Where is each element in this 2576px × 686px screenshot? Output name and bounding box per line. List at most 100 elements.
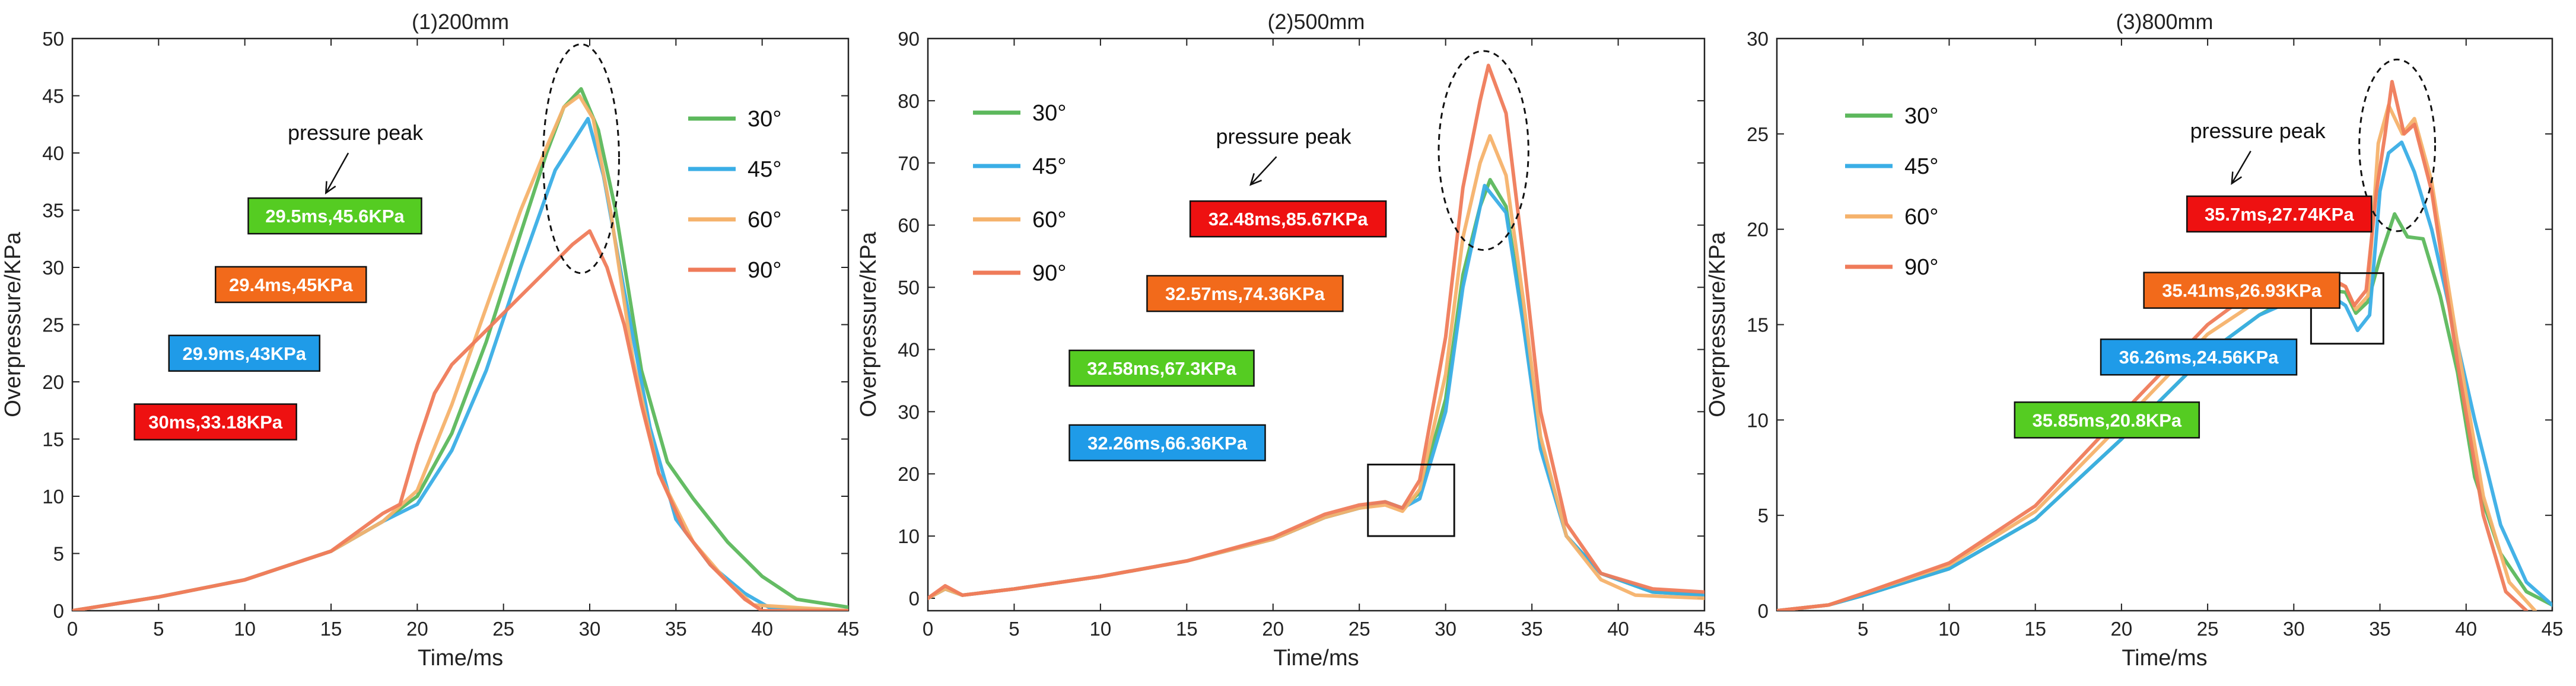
value-badge — [1189, 200, 1387, 238]
value-badge — [2100, 338, 2298, 376]
y-tick-label: 5 — [1758, 505, 1769, 527]
y-tick-label: 50 — [42, 28, 64, 50]
y-tick-label: 10 — [898, 525, 920, 547]
legend-label: 90° — [748, 258, 781, 283]
x-tick-label: 25 — [2197, 618, 2219, 640]
peak-ellipse — [542, 43, 620, 275]
series-line-90deg — [928, 63, 1704, 600]
x-tick-label: 35 — [1521, 618, 1543, 640]
x-tick-label: 15 — [1176, 618, 1198, 640]
y-tick-label: 90 — [898, 28, 920, 50]
axes-box — [1776, 37, 2553, 612]
x-tick-label: 30 — [2283, 618, 2305, 640]
value-badge — [133, 403, 297, 441]
value-badge — [1068, 424, 1266, 462]
y-tick-label: 20 — [898, 463, 920, 485]
annotation-arrow-head — [325, 181, 336, 195]
y-tick-label: 45 — [42, 85, 64, 107]
x-tick-label: 30 — [579, 618, 601, 640]
value-badge-label: 32.57ms,74.36KPa — [1165, 283, 1325, 304]
x-tick-label: 5 — [1009, 618, 1019, 640]
axes-box — [71, 37, 850, 612]
y-tick-label: 0 — [1758, 600, 1769, 622]
chart-panel-2: 0 5 10 15 20 25 30 35 40 45 0 10 20 30 40 50 60 70 80 90 (2)… — [856, 9, 1715, 671]
x-tick-label: 10 — [1938, 618, 1960, 640]
legend-label: 60° — [1904, 205, 1938, 229]
x-axis-label: Time/ms — [1273, 646, 1359, 671]
x-tick-label: 0 — [67, 618, 78, 640]
annotation-arrow-head — [2231, 171, 2243, 185]
x-tick-label: 40 — [1607, 618, 1629, 640]
y-tick-label: 10 — [1747, 409, 1769, 431]
annotation-label: pressure peak — [288, 120, 424, 145]
value-badge-label: 35.85ms,20.8KPa — [2032, 410, 2181, 430]
legend-label: 45° — [748, 157, 781, 182]
x-tick-label: 45 — [2542, 618, 2564, 640]
legend-label: 30° — [1904, 104, 1938, 129]
x-tick-label: 25 — [1349, 618, 1370, 640]
annotation-label: pressure peak — [1216, 124, 1352, 148]
y-tick-label: 50 — [898, 277, 920, 299]
y-tick-label: 20 — [42, 371, 64, 393]
y-axis-label: Overpressure/KPa — [856, 231, 881, 417]
value-badge-label: 29.5ms,45.6KPa — [265, 206, 405, 226]
x-tick-label: 40 — [2455, 618, 2477, 640]
y-axis-label: Overpressure/KPa — [1, 231, 26, 417]
legend-label: 30° — [1032, 101, 1066, 126]
y-tick-label: 30 — [898, 401, 920, 423]
y-tick-label: 10 — [42, 486, 64, 508]
peak-ellipse — [1438, 50, 1529, 251]
x-tick-label: 35 — [665, 618, 687, 640]
chart-panel-3: 5 10 15 20 25 30 35 40 45 0 5 10 15 20 25 30 (3)800mm Tim… — [1705, 9, 2563, 671]
x-tick-label: 30 — [1435, 618, 1456, 640]
y-tick-label: 60 — [898, 215, 920, 237]
zoom-box — [1367, 464, 1455, 537]
value-badge — [2186, 195, 2373, 233]
x-tick-label: 45 — [838, 618, 860, 640]
value-badge-label: 35.41ms,26.93KPa — [2162, 280, 2322, 301]
chart-title: (3)800mm — [2116, 9, 2213, 34]
value-badge-label: 36.26ms,24.56KPa — [2119, 347, 2279, 368]
value-badge-label: 30ms,33.18KPa — [148, 412, 283, 433]
x-axis-label: Time/ms — [418, 646, 503, 671]
chart-title: (1)200mm — [412, 9, 509, 34]
y-tick-label: 15 — [42, 429, 64, 451]
value-badge-label: 29.4ms,45KPa — [229, 275, 353, 295]
axes-box — [927, 37, 1706, 612]
x-tick-label: 5 — [153, 618, 164, 640]
y-tick-label: 35 — [42, 200, 64, 222]
x-tick-label: 15 — [320, 618, 342, 640]
x-tick-label: 15 — [2024, 618, 2046, 640]
value-badge — [215, 266, 367, 304]
y-tick-label: 0 — [909, 588, 920, 610]
x-tick-label: 40 — [751, 618, 773, 640]
x-axis-label: Time/ms — [2122, 646, 2207, 671]
chart-panel-1: 0 5 10 15 20 25 30 35 40 45 0 5 10 15 20 25 30 35 40 45 50 (1… — [1, 9, 859, 671]
series-line-90deg — [72, 229, 848, 611]
value-badge — [247, 197, 422, 235]
value-badge-label: 29.9ms,43KPa — [182, 343, 306, 364]
series-line-45deg — [928, 184, 1704, 600]
x-tick-label: 5 — [1858, 618, 1868, 640]
annotation-label: pressure peak — [2190, 119, 2326, 143]
chart-title: (2)500mm — [1267, 9, 1365, 34]
value-badge-label: 32.58ms,67.3KPa — [1087, 358, 1236, 379]
annotation-arrow — [1250, 156, 1277, 186]
x-tick-label: 20 — [1262, 618, 1284, 640]
y-tick-label: 25 — [1747, 123, 1769, 145]
y-tick-label: 15 — [1747, 314, 1769, 336]
x-tick-label: 45 — [1694, 618, 1716, 640]
legend-label: 60° — [1032, 208, 1066, 232]
legend-label: 45° — [1032, 154, 1066, 179]
y-tick-label: 5 — [53, 543, 64, 565]
annotation-arrow — [2231, 151, 2251, 184]
legend-label: 45° — [1904, 154, 1938, 179]
y-tick-label: 25 — [42, 314, 64, 336]
value-badge — [2143, 272, 2340, 309]
peak-ellipse — [2358, 58, 2436, 232]
value-badge — [168, 334, 321, 372]
y-tick-label: 70 — [898, 152, 920, 174]
x-tick-label: 10 — [234, 618, 256, 640]
y-axis-label: Overpressure/KPa — [1705, 231, 1730, 417]
y-tick-label: 80 — [898, 90, 920, 112]
